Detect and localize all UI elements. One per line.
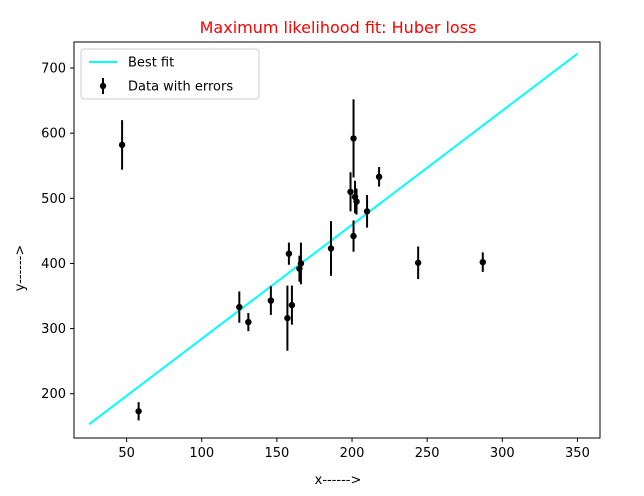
best-fit-line xyxy=(88,52,579,426)
legend-label: Data with errors xyxy=(128,80,233,95)
data-point xyxy=(135,408,142,415)
x-tick-label: 100 xyxy=(189,446,214,461)
y-tick-label: 500 xyxy=(41,192,66,207)
x-tick-label: 350 xyxy=(565,446,590,461)
x-tick-label: 200 xyxy=(340,446,365,461)
data-point xyxy=(297,260,305,267)
plot-area xyxy=(88,52,579,426)
y-tick-label: 400 xyxy=(41,257,66,272)
data-point xyxy=(353,198,360,205)
y-tick-label: 700 xyxy=(41,62,66,77)
y-tick-label: 600 xyxy=(41,127,66,142)
y-tick-label: 300 xyxy=(41,322,66,337)
x-tick-label: 250 xyxy=(415,446,440,461)
legend-box xyxy=(80,48,260,100)
data-point xyxy=(350,232,357,240)
data-point xyxy=(118,141,126,149)
data-point xyxy=(267,297,275,304)
data-point xyxy=(414,259,422,266)
legend-label: Best fit xyxy=(128,56,174,71)
plot-series xyxy=(88,52,579,426)
legend-marker-swatch xyxy=(99,82,107,90)
data-point xyxy=(375,173,383,181)
data-point xyxy=(284,314,291,322)
legend: Best fit Data with errors xyxy=(80,48,260,100)
data-point xyxy=(288,301,296,309)
x-tick-label: 50 xyxy=(118,446,135,461)
data-point xyxy=(285,250,293,257)
x-axis-label: x------> xyxy=(315,473,362,488)
data-point xyxy=(363,208,371,215)
y-tick-label: 200 xyxy=(41,387,66,402)
data-point xyxy=(479,258,486,266)
x-tick-label: 150 xyxy=(264,446,289,461)
y-axis-label: y------> xyxy=(13,245,28,292)
chart-title: Maximum likelihood fit: Huber loss xyxy=(200,18,477,37)
axes: 50 100 150 200 250 300 350 200 300 400 500 600 700 xyxy=(41,41,601,461)
data-point xyxy=(350,135,357,142)
data-point xyxy=(236,303,243,311)
x-tick-label: 300 xyxy=(490,446,515,461)
data-point xyxy=(347,188,354,196)
data-point xyxy=(245,318,252,326)
plot-frame xyxy=(73,41,601,439)
data-point xyxy=(327,245,335,252)
